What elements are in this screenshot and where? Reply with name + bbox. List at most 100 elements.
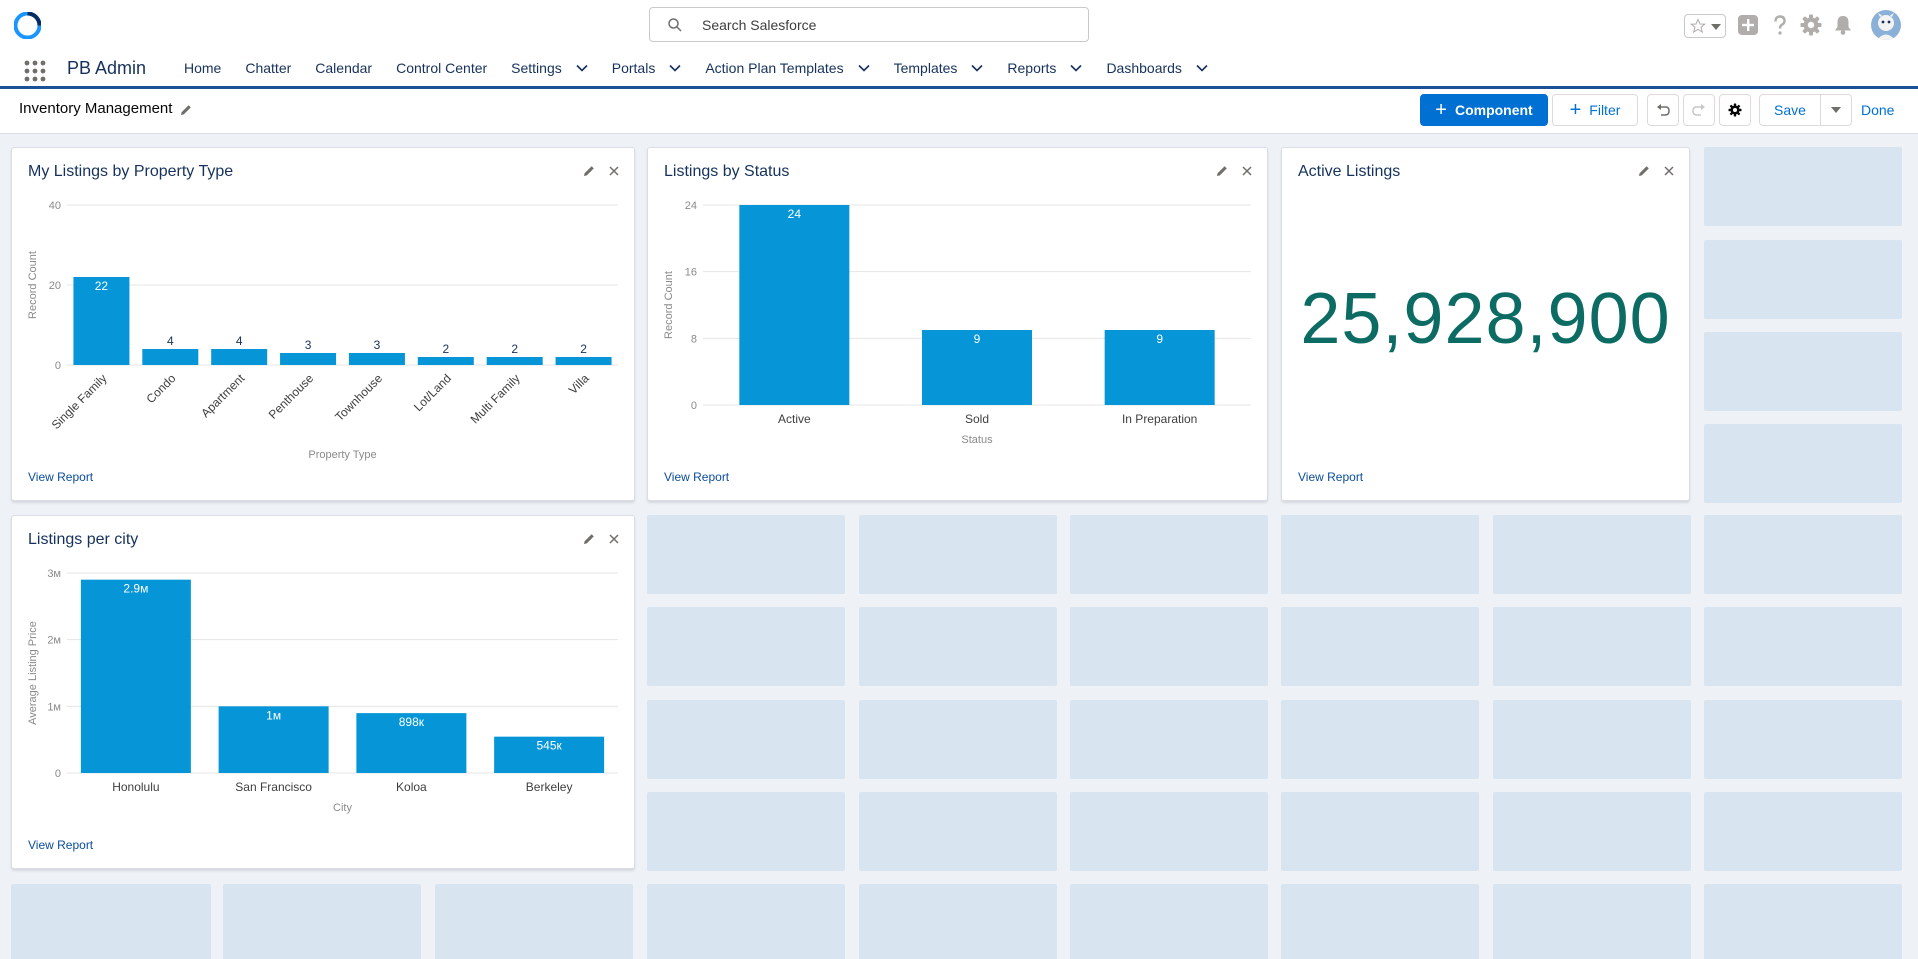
x-axis-title: Status (961, 434, 993, 446)
add-component-button[interactable]: + Component (1420, 94, 1548, 126)
data-label: 2 (442, 342, 449, 356)
nav-item-dashboards[interactable]: Dashboards (1106, 60, 1208, 76)
y-tick-label: 0 (55, 360, 61, 372)
widget-my-listings-by-property-type[interactable]: 0 20 40 Record Count 22 Single Family 4 Condo 4 A… (11, 147, 635, 501)
add-filter-button[interactable]: + Filter (1552, 94, 1638, 126)
add-icon: + (1569, 99, 1582, 121)
bar (555, 357, 612, 365)
view-report-link[interactable]: View Report (28, 470, 94, 484)
bar (922, 330, 1032, 405)
bar (211, 349, 268, 365)
help-icon[interactable] (1769, 14, 1791, 36)
dashboard-properties-button[interactable] (1719, 94, 1751, 126)
empty-grid-cell (1493, 792, 1691, 871)
bar (486, 357, 543, 365)
edit-widget-pencil-icon[interactable] (1638, 165, 1650, 177)
nav-item-label: Templates (893, 60, 958, 76)
nav-item-control-center[interactable]: Control Center (396, 60, 487, 76)
undo-button[interactable] (1647, 94, 1679, 126)
y-axis-title: Average Listing Price (27, 621, 39, 725)
save-menu-button[interactable] (1820, 94, 1852, 126)
dashboard-title: Inventory Management (19, 100, 173, 117)
chevron-down-icon[interactable] (858, 64, 870, 72)
nav-item-action-plan-templates[interactable]: Action Plan Templates (705, 60, 870, 76)
nav-item-settings[interactable]: Settings (511, 60, 588, 76)
bar (80, 579, 191, 773)
nav-item-calendar[interactable]: Calendar (315, 60, 372, 76)
app-launcher-icon[interactable] (24, 60, 46, 82)
chevron-down-icon[interactable] (576, 64, 588, 72)
nav-item-label: Settings (511, 60, 562, 76)
status-bar-chart: 0 8 16 24 Record Count 24 Active 9 Sold 9 In Prepa… (663, 200, 1251, 446)
bar (494, 736, 605, 773)
nav-item-portals[interactable]: Portals (612, 60, 682, 76)
nav-item-reports[interactable]: Reports (1007, 60, 1083, 76)
empty-grid-cell (1281, 700, 1479, 779)
edit-widget-pencil-icon[interactable] (583, 165, 595, 177)
widget-title: Listings per city (28, 531, 139, 548)
data-label: 898к (399, 715, 425, 729)
empty-grid-cell (1704, 147, 1902, 226)
nav-item-label: Portals (611, 60, 656, 76)
x-tick-label: Condo (144, 371, 179, 406)
chevron-down-icon (1711, 24, 1721, 30)
view-report-link[interactable]: View Report (1298, 470, 1364, 484)
y-tick-label: 24 (685, 200, 697, 212)
nav-item-chatter[interactable]: Chatter (245, 60, 291, 76)
redo-button[interactable] (1683, 94, 1715, 126)
edit-widget-pencil-icon[interactable] (1216, 165, 1228, 177)
salesforce-logo-icon[interactable] (14, 12, 41, 39)
user-avatar[interactable] (1871, 10, 1901, 40)
nav-item-templates[interactable]: Templates (894, 60, 984, 76)
data-label: 9 (974, 332, 981, 346)
nav-items: Home Chatter Calendar Control Center Setting… (184, 50, 1232, 86)
empty-grid-cell (1281, 515, 1479, 594)
nav-item-home[interactable]: Home (184, 60, 221, 76)
favorites-button[interactable] (1684, 14, 1726, 38)
x-tick-label: San Francisco (235, 780, 312, 794)
close-icon[interactable] (1241, 165, 1253, 177)
chevron-down-icon[interactable] (1196, 64, 1208, 72)
widget-active-listings[interactable]: Active Listings 25,928,900 View Report (1281, 147, 1690, 501)
empty-grid-cell (1704, 240, 1902, 319)
view-report-link[interactable]: View Report (28, 838, 94, 852)
notifications-bell-icon[interactable] (1832, 14, 1854, 36)
save-button[interactable]: Save (1759, 94, 1821, 126)
y-tick-label: 40 (49, 200, 61, 212)
empty-grid-cell (859, 607, 1057, 686)
bar (280, 353, 337, 365)
city-bar-chart: 0 1м 2м 3м Average Listing Price 2.9м Honolulu… (27, 568, 618, 814)
x-tick-label: Single Family (49, 371, 110, 432)
empty-grid-cell (223, 884, 421, 959)
empty-grid-cell (1070, 884, 1268, 959)
x-axis-title: City (333, 802, 352, 814)
chevron-down-icon[interactable] (1070, 64, 1083, 72)
widget-listings-per-city[interactable]: 0 1м 2м 3м Average Listing Price 2.9м Honolulu… (11, 515, 635, 869)
setup-gear-icon[interactable] (1800, 14, 1822, 36)
edit-title-pencil-icon[interactable] (180, 104, 192, 116)
empty-grid-cell (1070, 515, 1268, 594)
y-tick-label: 20 (49, 280, 61, 292)
close-icon[interactable] (608, 533, 620, 545)
nav-item-label: Action Plan Templates (705, 60, 844, 76)
nav-item-label: Control Center (396, 60, 488, 76)
view-report-link[interactable]: View Report (664, 470, 730, 484)
x-tick-label: Honolulu (112, 780, 159, 794)
x-tick-label: Active (778, 412, 811, 426)
add-component-label: Component (1454, 102, 1533, 118)
empty-grid-cell (1704, 515, 1902, 594)
done-button[interactable]: Done (1861, 102, 1895, 118)
chevron-down-icon[interactable] (971, 64, 983, 72)
widget-listings-by-status[interactable]: 0 8 16 24 Record Count 24 Active 9 Sold 9 In Prepa… (647, 147, 1268, 501)
edit-widget-pencil-icon[interactable] (583, 533, 595, 545)
close-icon[interactable] (608, 165, 620, 177)
bar (417, 357, 474, 365)
chevron-down-icon[interactable] (669, 64, 681, 72)
favorites-star-icon (1690, 18, 1706, 34)
global-search-input[interactable]: Search Salesforce (649, 7, 1089, 42)
search-placeholder: Search Salesforce (702, 17, 817, 33)
empty-grid-cell (1070, 607, 1268, 686)
close-icon[interactable] (1663, 165, 1675, 177)
bar (1104, 330, 1215, 405)
add-icon[interactable] (1737, 14, 1759, 36)
